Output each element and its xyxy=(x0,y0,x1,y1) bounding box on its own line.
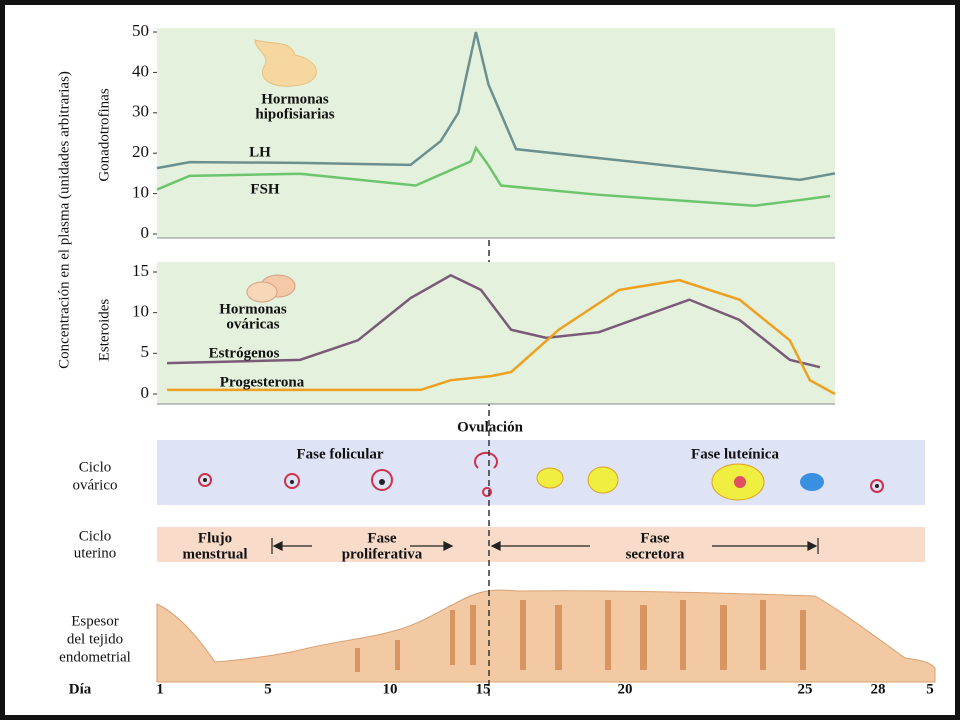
pituitary-icon xyxy=(254,39,317,87)
y-label: Esteroides xyxy=(96,299,112,362)
corpus-luteum xyxy=(203,463,879,501)
endometrium-label: endometrial xyxy=(59,649,131,665)
ovary-icon xyxy=(246,281,278,303)
phase-arrows xyxy=(271,538,819,554)
day-tick-label: 28 xyxy=(871,681,886,697)
phase-label: menstrual xyxy=(183,546,248,562)
line-series xyxy=(167,273,821,369)
y-tick-label: 50 xyxy=(132,21,149,40)
endometrium-label: del tejido xyxy=(67,631,123,647)
day-axis-label: Día xyxy=(69,681,92,697)
phase-label: Fase xyxy=(640,530,670,546)
uterine-label: uterino xyxy=(74,545,117,561)
series-label: Progesterona xyxy=(220,374,305,390)
annotation: Hormonas xyxy=(219,301,287,317)
follicles xyxy=(198,451,884,497)
annotation: Hormonas xyxy=(261,91,329,107)
day-tick-label: 15 xyxy=(476,681,491,697)
annotation: ováricas xyxy=(226,316,279,332)
day-tick-label: 5 xyxy=(264,681,272,697)
day-tick-label: 25 xyxy=(798,681,813,697)
series-label: FSH xyxy=(250,181,280,197)
y-label: Gonadotrofinas xyxy=(96,88,112,181)
phase-label: Fase folicular xyxy=(296,446,383,462)
y-tick-label: 10 xyxy=(132,183,149,202)
y-tick-label: 0 xyxy=(141,383,150,402)
series-label: Estrógenos xyxy=(209,345,280,361)
y-tick-label: 5 xyxy=(141,342,150,361)
y-tick-label: 10 xyxy=(132,302,149,321)
y-tick-label: 30 xyxy=(132,102,149,121)
uterine-label: Ciclo xyxy=(79,528,112,544)
phase-label: Fase xyxy=(367,530,397,546)
phase-label: Fase luteínica xyxy=(691,446,779,462)
line-series xyxy=(167,278,836,396)
day-tick-label: 1 xyxy=(156,681,164,697)
plot-area xyxy=(157,28,835,238)
ovulation-label: Ovulación xyxy=(457,419,524,435)
day-tick-label: 10 xyxy=(383,681,398,697)
day-tick-label: 20 xyxy=(618,681,633,697)
phase-label: secretora xyxy=(626,546,685,562)
ovarian-label: ovárico xyxy=(73,477,118,493)
endometrium-label: Espesor xyxy=(71,613,119,629)
y-tick-label: 40 xyxy=(132,61,149,80)
y-tick-label: 20 xyxy=(132,142,149,161)
uterine-band xyxy=(157,527,925,562)
y-tick-label: 15 xyxy=(132,261,149,280)
phase-label: Flujo xyxy=(198,530,232,546)
line-series xyxy=(156,31,836,182)
series-label: LH xyxy=(249,144,271,160)
line-series xyxy=(156,145,831,207)
phase-label: proliferativa xyxy=(342,546,423,562)
ovarian-label: Ciclo xyxy=(79,459,112,475)
day-tick-label: 5 xyxy=(926,681,934,697)
y-tick-label: 0 xyxy=(141,223,150,242)
annotation: hipofisiarias xyxy=(255,106,334,122)
shared-y-label: Concentración en el plasma (unidades arb… xyxy=(56,71,72,369)
endometrium-glands xyxy=(355,600,806,672)
